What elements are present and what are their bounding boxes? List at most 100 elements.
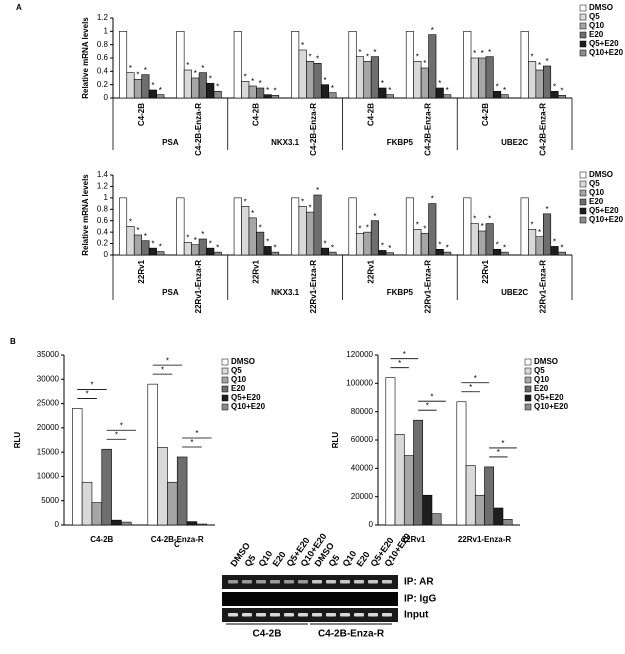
bar — [126, 226, 135, 256]
group-label: FKBP5 — [387, 138, 414, 147]
gel-band — [312, 580, 322, 584]
gel-band — [228, 613, 238, 617]
legend-label: Q5+E20 — [231, 393, 261, 402]
y-tick-label: 40000 — [351, 463, 374, 472]
gel-band — [354, 613, 364, 617]
bar — [198, 72, 207, 99]
significance-star: * — [274, 86, 277, 95]
bar — [167, 481, 178, 526]
significance-star: * — [545, 57, 548, 66]
bar — [528, 228, 537, 256]
bar — [81, 481, 93, 526]
y-tick-label: 15000 — [37, 447, 60, 456]
significance-star: * — [496, 240, 499, 249]
gel-band — [270, 580, 280, 584]
gel-band — [270, 613, 280, 617]
significance-star: * — [186, 234, 189, 243]
bar — [176, 456, 188, 526]
bar — [500, 251, 509, 256]
bar — [478, 57, 487, 99]
gel-strip — [222, 608, 398, 622]
bar — [148, 89, 157, 99]
bar — [298, 206, 307, 256]
lane-label: Q10 — [340, 549, 358, 569]
y-tick-label: 20000 — [351, 492, 374, 501]
significance-star: * — [266, 86, 269, 95]
y-tick-label: 1.2 — [97, 182, 109, 191]
x-tick-label: 22Rv1-Enza-R — [424, 260, 433, 314]
panel-label: C — [174, 540, 180, 549]
bar — [271, 251, 280, 256]
bar — [493, 507, 504, 526]
bar — [403, 455, 414, 526]
significance-star: * — [501, 439, 504, 448]
y-tick-label: 10000 — [37, 472, 60, 481]
bar — [528, 61, 537, 99]
y-axis-label: RLU — [331, 432, 340, 449]
legend-swatch — [579, 31, 587, 39]
group-label: C4-2B-Enza-R — [318, 629, 385, 640]
y-axis-label: RLU — [13, 432, 22, 449]
y-tick-label: 0 — [369, 520, 374, 529]
significance-star: * — [251, 209, 254, 218]
legend-swatch — [579, 180, 587, 188]
bar — [478, 230, 487, 256]
significance-star: * — [373, 212, 376, 221]
bar — [233, 31, 242, 99]
gel-band — [340, 613, 350, 617]
significance-star: * — [209, 239, 212, 248]
bar — [248, 217, 257, 256]
significance-star: * — [309, 203, 312, 212]
bar — [148, 247, 157, 256]
gel-band — [354, 580, 364, 584]
x-tick-label: C4-2B — [137, 103, 146, 126]
legend-label: Q10 — [589, 188, 605, 197]
bar — [422, 494, 433, 526]
significance-star: * — [194, 69, 197, 78]
significance-star: * — [531, 52, 534, 61]
x-tick-label: 22Rv1 — [481, 259, 490, 283]
gel-band — [368, 613, 378, 617]
bar — [543, 213, 552, 256]
legend-label: Q5 — [231, 366, 242, 375]
significance-star: * — [560, 243, 563, 252]
bar — [119, 31, 128, 99]
bar — [248, 85, 257, 99]
legend-label: E20 — [589, 30, 604, 39]
significance-star: * — [481, 222, 484, 231]
bar — [101, 448, 112, 526]
significance-star: * — [323, 239, 326, 248]
bar — [213, 251, 222, 256]
bar — [320, 247, 330, 256]
gel-band — [368, 580, 378, 584]
significance-star: * — [136, 70, 139, 79]
bar — [206, 247, 215, 256]
legend-swatch — [221, 358, 229, 366]
bar — [385, 252, 394, 256]
row-label: IP: AR — [404, 577, 434, 588]
bar — [420, 67, 429, 99]
significance-star: * — [90, 381, 93, 390]
significance-star: * — [503, 243, 506, 252]
y-tick-label: 120000 — [346, 350, 373, 359]
bar — [550, 246, 559, 256]
bar — [363, 231, 372, 256]
legend-swatch — [221, 394, 229, 402]
legend-swatch — [579, 171, 587, 179]
group-label: NKX3.1 — [271, 138, 300, 147]
significance-star: * — [474, 374, 477, 383]
bar — [157, 446, 168, 526]
bar — [111, 519, 122, 526]
bar — [520, 197, 529, 256]
bar — [428, 34, 437, 99]
bar — [191, 244, 200, 256]
bar — [493, 248, 502, 256]
x-tick-label: 22Rv1-Enza-R — [538, 260, 547, 314]
legend-label: DMSO — [589, 170, 613, 179]
significance-star: * — [166, 356, 169, 365]
bar — [348, 31, 357, 99]
significance-star: * — [381, 242, 384, 251]
legend-label: E20 — [534, 384, 549, 393]
y-tick-label: 0 — [104, 93, 109, 102]
significance-star: * — [469, 383, 472, 392]
